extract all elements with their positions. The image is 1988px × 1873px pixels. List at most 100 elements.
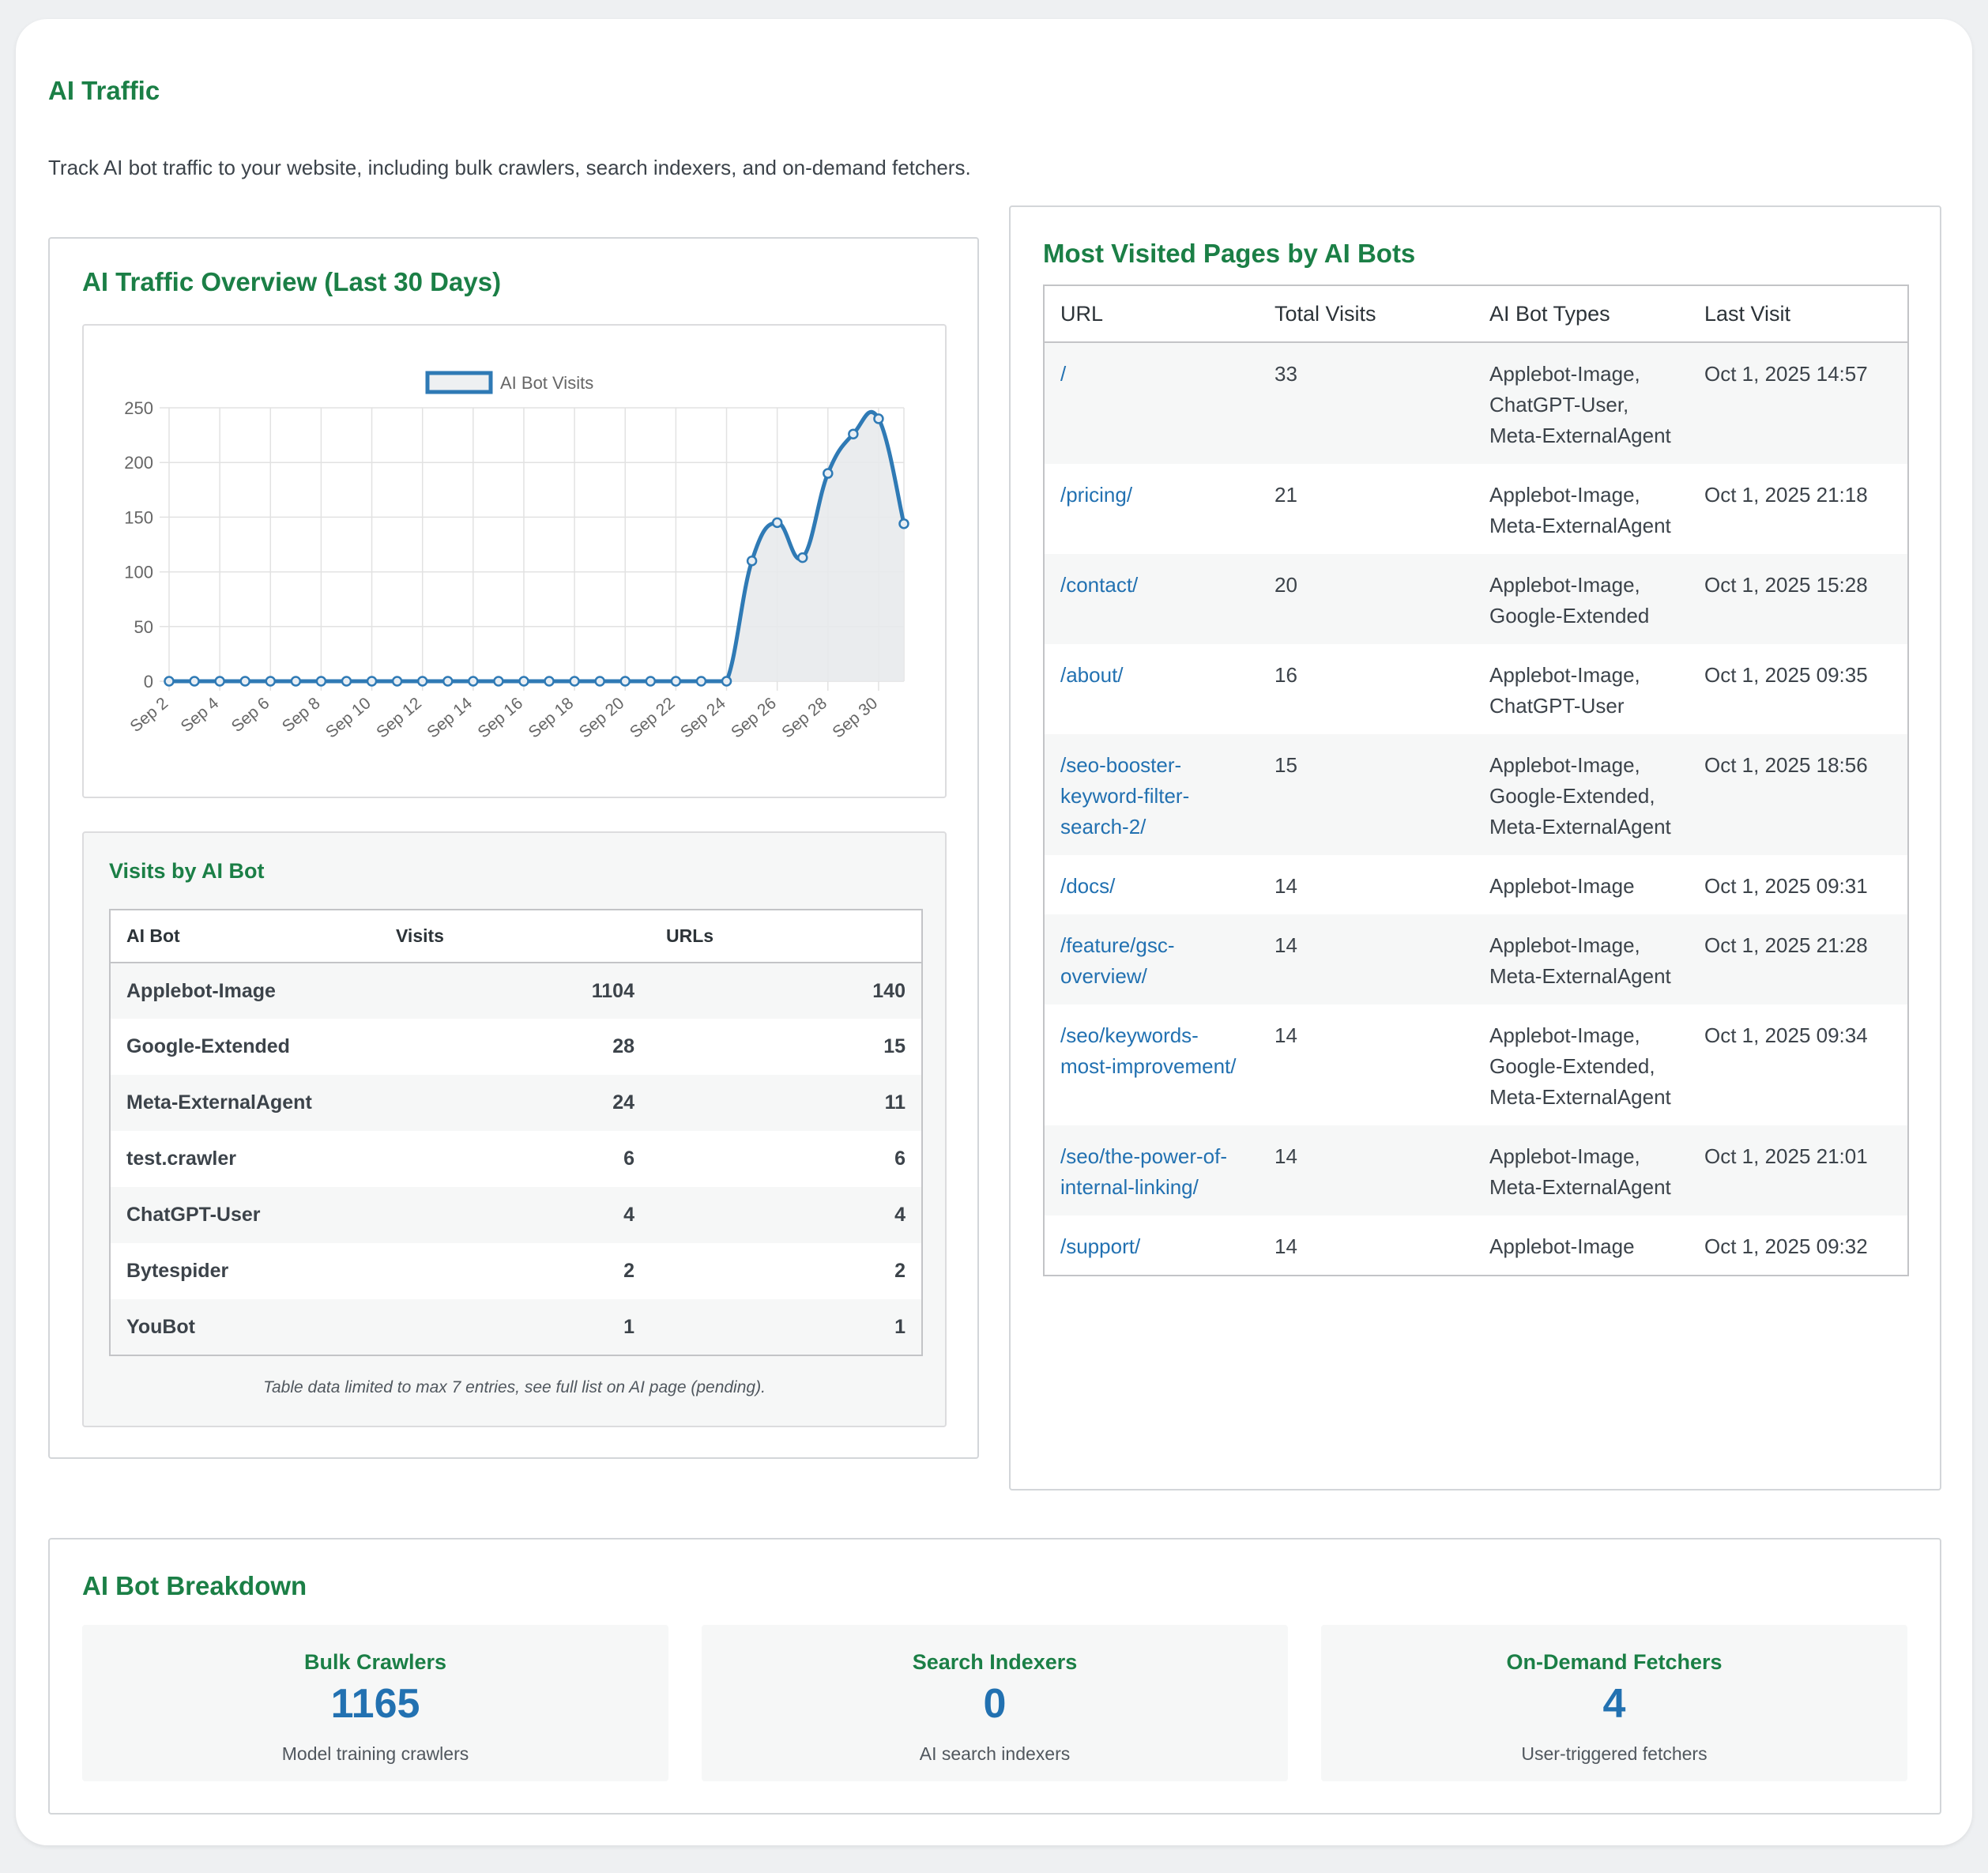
data-point[interactable] (721, 676, 732, 687)
data-point[interactable] (416, 676, 428, 687)
last-visit-cell: Oct 1, 2025 21:28 (1689, 914, 1908, 1004)
x-tick-label: Sep 6 (228, 694, 273, 736)
y-tick-label: 0 (144, 672, 153, 692)
last-visit-cell: Oct 1, 2025 09:35 (1689, 644, 1908, 734)
table-row: /support/14 Applebot-Image Oct 1, 2025 09:… (1044, 1215, 1908, 1276)
stat-on-demand-fetchers: On-Demand Fetchers 4 User-triggered fetc… (1321, 1625, 1907, 1781)
series-area (169, 412, 904, 681)
table-row: /contact/20 Applebot-Image, Google-Extend… (1044, 554, 1908, 644)
visits-by-bot-card: Visits by AI Bot AI Bot Visits URLs Appl… (82, 831, 947, 1427)
data-point[interactable] (823, 468, 834, 479)
total-visits-cell: 14 (1259, 855, 1474, 914)
page-url-link[interactable]: /contact/ (1060, 573, 1139, 597)
table-row: test.crawler 6 6 (110, 1131, 922, 1187)
data-point[interactable] (315, 676, 327, 687)
bot-types-cell: Applebot-Image, ChatGPT-User (1474, 644, 1689, 734)
data-point[interactable] (366, 676, 378, 687)
stat-value: 1165 (330, 1681, 420, 1727)
dashboard-page: AI Traffic Track AI bot traffic to your … (16, 19, 1972, 1845)
stat-description: User-triggered fetchers (1521, 1743, 1707, 1764)
table-row: /docs/14 Applebot-Image Oct 1, 2025 09:31 (1044, 855, 1908, 914)
table-row: /feature/gsc-overview/14 Applebot-Image, … (1044, 914, 1908, 1004)
y-tick-label: 200 (124, 453, 153, 473)
most-visited-pages-card: Most Visited Pages by AI Bots URL Total … (1009, 205, 1941, 1490)
bot-visits: 2 (380, 1243, 650, 1299)
stat-label: Bulk Crawlers (303, 1650, 447, 1674)
table-row: Google-Extended 28 15 (110, 1019, 922, 1075)
last-visit-cell: Oct 1, 2025 21:18 (1689, 464, 1908, 554)
page-url-link[interactable]: / (1060, 362, 1067, 386)
bot-name: ChatGPT-User (110, 1187, 380, 1243)
url-cell: /seo-booster-keyword-filter-search-2/ (1044, 734, 1259, 855)
bot-urls: 140 (650, 963, 922, 1019)
bot-visits: 4 (380, 1187, 650, 1243)
page-url-link[interactable]: /seo/the-power-of-internal-linking/ (1060, 1144, 1227, 1199)
data-point[interactable] (619, 676, 631, 687)
x-tick-label: Sep 12 (373, 694, 425, 741)
page-url-link[interactable]: /about/ (1060, 663, 1124, 687)
bot-types-cell: Applebot-Image, Google-Extended, Meta-Ex… (1474, 1004, 1689, 1125)
bot-urls: 2 (650, 1243, 922, 1299)
data-point[interactable] (164, 676, 175, 687)
data-point[interactable] (544, 676, 555, 687)
url-cell: /seo/the-power-of-internal-linking/ (1044, 1125, 1259, 1215)
data-point[interactable] (442, 676, 454, 687)
page-url-link[interactable]: /pricing/ (1060, 483, 1133, 507)
data-point[interactable] (391, 676, 403, 687)
bot-types-cell: Applebot-Image, Meta-ExternalAgent (1474, 1125, 1689, 1215)
breakdown-title: AI Bot Breakdown (82, 1571, 307, 1600)
data-point[interactable] (290, 676, 302, 687)
bot-name: Bytespider (110, 1243, 380, 1299)
data-point[interactable] (771, 517, 783, 529)
bot-visits: 24 (380, 1075, 650, 1131)
page-url-link[interactable]: /docs/ (1060, 874, 1116, 898)
data-point[interactable] (341, 676, 352, 687)
bot-types-cell: Applebot-Image, Google-Extended, Meta-Ex… (1474, 734, 1689, 855)
legend-label[interactable]: AI Bot Visits (500, 373, 593, 393)
page-url-link[interactable]: /seo-booster-keyword-filter-search-2/ (1060, 753, 1190, 839)
data-point[interactable] (518, 676, 529, 687)
table-header-row: URL Total Visits AI Bot Types Last Visit (1044, 285, 1908, 343)
bot-name: Meta-ExternalAgent (110, 1075, 380, 1131)
page-title: AI Traffic (48, 76, 160, 105)
data-point[interactable] (695, 676, 707, 687)
x-tick-label: Sep 16 (474, 694, 526, 741)
url-cell: /contact/ (1044, 554, 1259, 644)
bot-urls: 4 (650, 1187, 922, 1243)
data-point[interactable] (214, 676, 225, 687)
page-url-link[interactable]: /seo/keywords-most-improvement/ (1060, 1023, 1237, 1078)
data-point[interactable] (873, 413, 884, 424)
data-point[interactable] (493, 676, 504, 687)
url-cell: /feature/gsc-overview/ (1044, 914, 1259, 1004)
data-point[interactable] (468, 676, 479, 687)
data-point[interactable] (848, 428, 859, 439)
stat-value: 0 (983, 1681, 1007, 1727)
stat-description: Model training crawlers (281, 1743, 469, 1764)
page-url-link[interactable]: /feature/gsc-overview/ (1060, 933, 1175, 988)
x-tick-label: Sep 2 (126, 694, 171, 736)
data-point[interactable] (670, 676, 682, 687)
bot-name: Google-Extended (110, 1019, 380, 1075)
column-header-urls: URLs (650, 910, 922, 963)
most-visited-table: URL Total Visits AI Bot Types Last Visit… (1043, 285, 1909, 1276)
data-point[interactable] (645, 676, 657, 687)
x-tick-label: Sep 14 (424, 694, 476, 742)
data-point[interactable] (569, 676, 580, 687)
column-header-ai-bot: AI Bot (110, 910, 380, 963)
data-point[interactable] (594, 676, 605, 687)
table-row: Bytespider 2 2 (110, 1243, 922, 1299)
table-row: /seo/the-power-of-internal-linking/14 App… (1044, 1125, 1908, 1215)
bot-visits: 1 (380, 1299, 650, 1355)
total-visits-cell: 14 (1259, 1004, 1474, 1125)
data-point[interactable] (239, 676, 250, 687)
data-point[interactable] (189, 676, 200, 687)
total-visits-cell: 16 (1259, 644, 1474, 734)
bot-visits: 1104 (380, 963, 650, 1019)
bot-urls: 6 (650, 1131, 922, 1187)
data-point[interactable] (898, 518, 909, 529)
data-point[interactable] (796, 552, 808, 563)
data-point[interactable] (746, 556, 758, 567)
data-point[interactable] (265, 676, 277, 687)
table-row: ChatGPT-User 4 4 (110, 1187, 922, 1243)
page-url-link[interactable]: /support/ (1060, 1234, 1141, 1258)
